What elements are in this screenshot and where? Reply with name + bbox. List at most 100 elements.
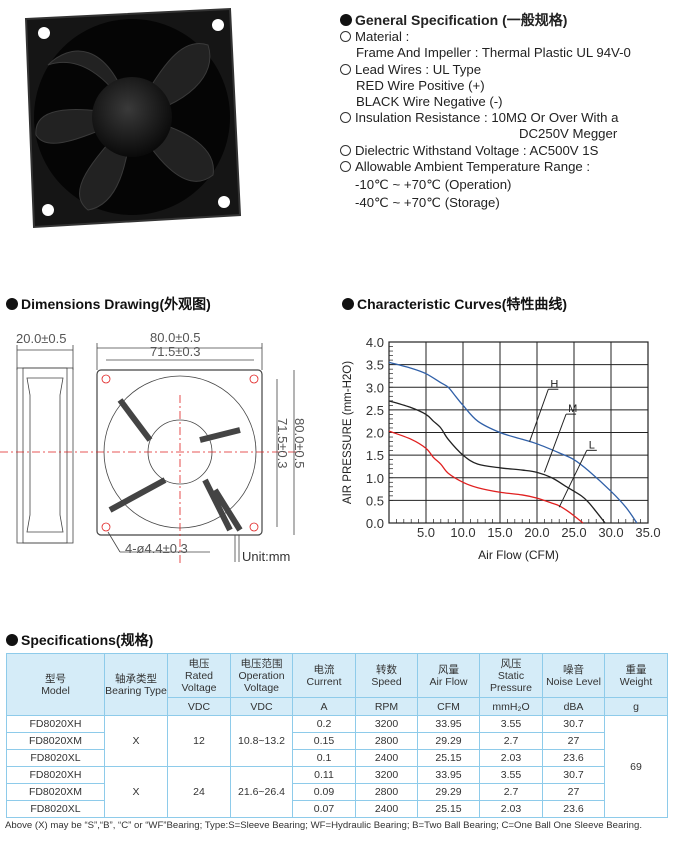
header-en: Air Flow xyxy=(429,675,468,688)
speed-cell: 2800 xyxy=(355,732,418,750)
inner-width-dimension: 71.5±0.3 xyxy=(150,344,201,359)
flow-cell: 29.29 xyxy=(417,732,480,750)
speed-cell: 3200 xyxy=(355,766,418,784)
current-cell: 0.07 xyxy=(292,800,356,818)
unit-cell: mmH₂O xyxy=(479,697,543,716)
x-tick-label: 25.0 xyxy=(561,525,586,540)
header-cn: 噪音 xyxy=(563,663,584,676)
red-wire: RED Wire Positive (+) xyxy=(356,77,485,93)
material-value: Frame And Impeller : Thermal Plastic UL … xyxy=(356,45,631,61)
y-tick-label: 3.0 xyxy=(366,380,384,395)
noise-cell: 27 xyxy=(542,783,605,801)
circle-bullet-icon xyxy=(340,160,351,172)
flow-cell: 33.95 xyxy=(417,766,480,784)
current-cell: 0.11 xyxy=(292,766,356,784)
y-tick-label: 1.0 xyxy=(366,471,384,486)
bearing-footnote: Above (X) may be “S”,“B”, “C” or “WF”Bea… xyxy=(5,820,643,831)
lead-wires-label: Lead Wires : UL Type xyxy=(355,61,482,77)
x-tick-label: 20.0 xyxy=(524,525,549,540)
unit-label: Unit:mm xyxy=(242,549,290,564)
flow-cell: 29.29 xyxy=(417,783,480,801)
current-cell: 0.09 xyxy=(292,783,356,801)
pressure-cell: 3.55 xyxy=(479,715,543,733)
flow-cell: 25.15 xyxy=(417,749,480,767)
header-cn: 电流 xyxy=(313,663,335,676)
mounting-holes-dimension: 4-ø4.4±0.3 xyxy=(125,541,188,556)
x-tick-label: 35.0 xyxy=(635,525,660,540)
unit-cell: g xyxy=(604,697,668,716)
series-label: H xyxy=(550,378,558,390)
pressure-cell: 2.7 xyxy=(479,783,543,801)
dielectric-voltage: Dielectric Withstand Voltage : AC500V 1S xyxy=(355,142,599,158)
y-tick-label: 2.0 xyxy=(366,426,384,441)
flow-cell: 33.95 xyxy=(417,715,480,733)
dimensions-title: Dimensions Drawing(外观图) xyxy=(6,294,211,314)
bullet-icon xyxy=(6,298,18,310)
dimensions-title-text: Dimensions Drawing(外观图) xyxy=(21,296,211,312)
noise-cell: 30.7 xyxy=(542,766,605,784)
speed-cell: 2400 xyxy=(355,800,418,818)
header-en: Model xyxy=(41,684,70,697)
y-axis-label: AIR PRESSURE (mm-H2O) xyxy=(342,361,354,504)
unit-cell: VDC xyxy=(230,697,293,716)
table-row: FD8020XL 0.07 2400 25.15 2.03 23.6 xyxy=(6,800,668,818)
general-specification: General Specification (一般规格) Material : … xyxy=(340,12,631,211)
header-en: Static Pressure xyxy=(489,669,532,694)
ambient-temperature: Allowable Ambient Temperature Range : xyxy=(355,158,591,174)
voltage-cell: 12 xyxy=(167,715,231,767)
noise-cell: 23.6 xyxy=(542,749,605,767)
y-tick-label: 3.5 xyxy=(366,358,384,373)
pressure-cell: 3.55 xyxy=(479,766,543,784)
model-cell: FD8020XH xyxy=(6,766,105,784)
table-row: FD8020XL 0.1 2400 25.15 2.03 23.6 xyxy=(6,749,668,767)
section-title: General Specification xyxy=(355,12,499,28)
header-cell: 电压范围 Operation Voltage xyxy=(230,653,293,698)
header-en: Noise Level xyxy=(546,675,601,688)
insulation-resistance: Insulation Resistance : 10MΩ Or Over Wit… xyxy=(355,110,619,126)
y-tick-label: 1.5 xyxy=(366,448,384,463)
header-en: Operation Voltage xyxy=(238,669,285,694)
model-cell: FD8020XL xyxy=(6,800,105,818)
curves-title: Characteristic Curves(特性曲线) xyxy=(342,294,567,314)
x-tick-label: 15.0 xyxy=(487,525,512,540)
series-leader-line xyxy=(558,450,588,508)
range-cell: 21.6~26.4 xyxy=(230,766,293,818)
pressure-cell: 2.03 xyxy=(479,749,543,767)
specifications-table: 型号 Model 轴承类型 Bearing Type 电压 Rated Voltage 电压… xyxy=(6,653,668,818)
noise-cell: 27 xyxy=(542,732,605,750)
header-cn: 风压 xyxy=(500,657,522,670)
x-tick-label: 10.0 xyxy=(450,525,475,540)
fan-product-photo xyxy=(24,7,242,229)
header-cn: 轴承类型 xyxy=(115,672,157,685)
header-cn: 重量 xyxy=(625,663,647,676)
y-tick-label: 0.5 xyxy=(366,493,384,508)
header-cell: 电压 Rated Voltage xyxy=(167,653,231,698)
bearing-cell: X xyxy=(104,715,168,767)
dimensions-drawing: 20.0±0.5 80.0±0.5 71.5±0.3 71.5±0.3 80.0… xyxy=(0,330,307,565)
header-en: Speed xyxy=(371,675,402,688)
header-cell: 轴承类型 Bearing Type xyxy=(104,653,168,716)
x-tick-label: 30.0 xyxy=(598,525,623,540)
header-cn: 转数 xyxy=(376,663,397,676)
pressure-cell: 2.03 xyxy=(479,800,543,818)
model-cell: FD8020XM xyxy=(6,732,105,750)
table-row: FD8020XH X 24 21.6~26.4 0.11 3200 33.95 3.55 30.… xyxy=(6,766,668,818)
inner-height-dimension: 71.5±0.3 xyxy=(275,418,290,469)
curves-title-text: Characteristic Curves(特性曲线) xyxy=(357,296,568,312)
header-cell: 转数 Speed xyxy=(355,653,418,698)
header-cell: 型号 Model xyxy=(6,653,105,716)
series-line-M xyxy=(388,400,606,524)
series-label: M xyxy=(568,403,577,415)
noise-cell: 30.7 xyxy=(542,715,605,733)
bullet-icon xyxy=(342,298,354,310)
y-tick-label: 0.0 xyxy=(366,516,384,531)
current-cell: 0.2 xyxy=(292,715,356,733)
table-row: FD8020XM 0.09 2800 29.29 2.7 27 xyxy=(6,783,668,801)
series-line-L xyxy=(388,430,584,524)
speed-cell: 2800 xyxy=(355,783,418,801)
model-cell: FD8020XH xyxy=(6,715,105,733)
circle-bullet-icon xyxy=(340,144,351,156)
current-cell: 0.15 xyxy=(292,732,356,750)
black-wire: BLACK Wire Negative (-) xyxy=(356,94,503,110)
y-tick-label: 4.0 xyxy=(366,335,384,350)
